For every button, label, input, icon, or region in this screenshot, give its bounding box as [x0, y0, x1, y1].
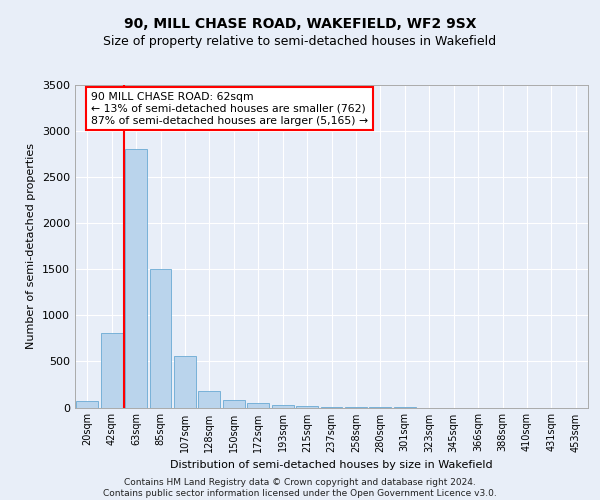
- Text: Size of property relative to semi-detached houses in Wakefield: Size of property relative to semi-detach…: [103, 35, 497, 48]
- Y-axis label: Number of semi-detached properties: Number of semi-detached properties: [26, 143, 37, 349]
- Bar: [296, 406, 318, 407]
- Text: 90 MILL CHASE ROAD: 62sqm
← 13% of semi-detached houses are smaller (762)
87% of: 90 MILL CHASE ROAD: 62sqm ← 13% of semi-…: [91, 92, 368, 126]
- Bar: [174, 356, 196, 408]
- Text: Contains HM Land Registry data © Crown copyright and database right 2024.
Contai: Contains HM Land Registry data © Crown c…: [103, 478, 497, 498]
- Text: 90, MILL CHASE ROAD, WAKEFIELD, WF2 9SX: 90, MILL CHASE ROAD, WAKEFIELD, WF2 9SX: [124, 18, 476, 32]
- Bar: [125, 150, 147, 408]
- Bar: [223, 400, 245, 407]
- Bar: [76, 400, 98, 407]
- Bar: [320, 407, 343, 408]
- Bar: [199, 392, 220, 407]
- X-axis label: Distribution of semi-detached houses by size in Wakefield: Distribution of semi-detached houses by …: [170, 460, 493, 470]
- Bar: [149, 270, 172, 407]
- Bar: [272, 404, 293, 407]
- Bar: [247, 403, 269, 407]
- Bar: [101, 333, 122, 407]
